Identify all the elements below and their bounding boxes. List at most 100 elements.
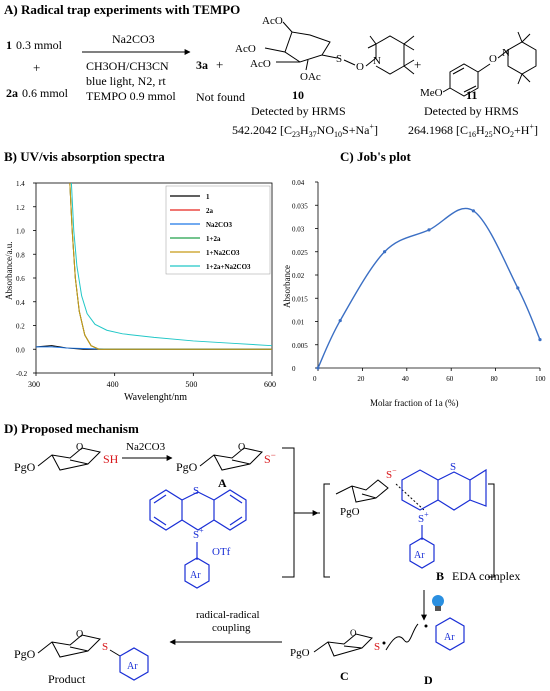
job-data-point: [316, 366, 320, 370]
product-3a: 3a: [196, 58, 208, 72]
svg-text:PgO: PgO: [176, 460, 198, 474]
job-x-tick-label: 80: [491, 375, 499, 383]
svg-text:PgO: PgO: [290, 647, 310, 659]
label-B: B: [436, 569, 444, 583]
uv-legend-label: 1+2a+Na2CO3: [206, 263, 251, 271]
thiolate-A: PgO O S−: [176, 442, 276, 474]
thiyl-radical-C: PgO O S: [290, 623, 419, 659]
svg-text:Ar: Ar: [190, 570, 201, 581]
uv-legend-label: 1+Na2CO3: [206, 249, 240, 257]
compound-10-hrms: 542.2042 [C23H37NO10S+Na+]: [232, 122, 378, 139]
job-y-axis-label: Absorbance: [282, 265, 292, 308]
section-b-title: B) UV/vis absorption spectra: [4, 149, 165, 164]
svg-text:S: S: [450, 461, 456, 473]
svg-text:S: S: [193, 485, 199, 497]
aryl-radical-D: Ar: [424, 617, 465, 651]
jobs-plot-chart: 0 0.005 0.01 0.015 0.02 0.025 0.03 0.035 0.04 0 20…: [292, 179, 546, 383]
svg-text:O: O: [76, 442, 83, 453]
uv-legend-label: 1: [206, 193, 210, 201]
job-y-tick-label: 0.02: [292, 272, 305, 280]
svg-text:PgO: PgO: [340, 506, 360, 518]
uv-y-tick-label: 1.2: [16, 204, 25, 212]
job-data-point: [338, 318, 342, 323]
svg-text:S: S: [102, 641, 108, 653]
svg-text:O: O: [350, 628, 357, 638]
job-data-point: [538, 338, 542, 342]
thianthrenium-salt: S S+ OTf Ar: [149, 485, 247, 589]
svg-text:PgO: PgO: [14, 460, 36, 474]
svg-text:Ar: Ar: [127, 661, 138, 672]
compound-10-structure: AcO AcO AcO OAc S O N: [235, 15, 415, 83]
job-x-tick-label: 60: [446, 375, 454, 383]
uv-x-axis-label: Wavelenght/nm: [124, 392, 187, 403]
section-d-title: D) Proposed mechanism: [4, 421, 139, 436]
eda-complex-label: EDA complex: [452, 569, 520, 583]
svg-text:O: O: [356, 61, 364, 73]
uv-series-line: [69, 182, 272, 350]
job-x-axis-label: Molar fraction of 1a (%): [370, 398, 458, 408]
uv-x-tick-label: 300: [28, 380, 40, 389]
job-y-tick-label: 0.03: [292, 226, 305, 234]
svg-text:O: O: [76, 629, 83, 640]
thiol-sugar: PgO O SH: [14, 442, 119, 474]
svg-text:O: O: [489, 53, 497, 65]
job-y-tick-label: 0.01: [292, 319, 305, 327]
eda-complex-B: PgO S− S S+ Ar: [335, 461, 487, 569]
label-A: A: [218, 476, 227, 490]
uv-legend: [165, 185, 271, 275]
svg-text:Ar: Ar: [444, 632, 455, 643]
svg-text:S+: S+: [193, 526, 204, 541]
job-y-tick-label: 0.04: [292, 179, 305, 187]
label-D: D: [424, 673, 433, 687]
section-a-title: A) Radical trap experiments with TEMPO: [4, 2, 240, 17]
job-y-tick-label: 0.005: [292, 342, 308, 350]
svg-text:S−: S−: [386, 466, 397, 481]
svg-text:PgO: PgO: [14, 647, 36, 661]
uv-x-tick-label: 400: [107, 380, 119, 389]
svg-text:AcO: AcO: [235, 43, 256, 55]
svg-text:S+: S+: [418, 510, 429, 525]
reagent-2a-number: 2a: [6, 86, 18, 100]
section-c-title: C) Job's plot: [340, 149, 411, 164]
condition-light: blue light, N2, rt: [86, 74, 166, 88]
job-data-point: [427, 228, 431, 232]
uv-y-tick-label: 0.0: [16, 346, 25, 354]
plus-sign-3: +: [414, 57, 421, 72]
uv-y-tick-label: 0.8: [16, 251, 25, 259]
reagent-1-number: 1: [6, 38, 12, 52]
job-x-tick-label: 100: [535, 375, 546, 383]
uv-series-line: [35, 345, 272, 350]
uv-y-tick-label: -0.2: [16, 370, 28, 378]
job-x-tick-label: 0: [313, 375, 317, 383]
uv-vis-chart: 300 400 500 600 -0.2 0.0 0.2 0.4 0.6 0.8 1.0 1.2 1.4…: [16, 180, 276, 389]
svg-text:Ar: Ar: [414, 550, 425, 561]
job-x-tick-label: 40: [402, 375, 410, 383]
plus-sign-2: +: [216, 57, 223, 72]
svg-text:N: N: [373, 55, 381, 67]
reagent-2a-amount: 0.6 mmol: [22, 86, 69, 100]
job-x-tick-label: 20: [357, 375, 365, 383]
uv-y-tick-label: 1.4: [16, 180, 25, 188]
not-found-text: Not found: [196, 90, 245, 104]
compound-10-detect: Detected by HRMS: [251, 104, 346, 118]
svg-text:OAc: OAc: [300, 71, 321, 83]
coupling-label-1: radical-radical: [196, 609, 260, 621]
job-series-line: [317, 207, 541, 369]
label-C: C: [340, 669, 349, 683]
uv-y-tick-label: 0.4: [16, 299, 25, 307]
svg-text:S: S: [374, 641, 380, 653]
arrow-reagent: Na2CO3: [112, 32, 155, 46]
condition-solvent: CH3OH/CH3CN: [86, 59, 169, 73]
product-label: Product: [48, 672, 86, 686]
uv-series-line: [70, 182, 273, 347]
uv-y-tick-label: 1.0: [16, 228, 25, 236]
condition-tempo: TEMPO 0.9 mmol: [86, 89, 176, 103]
mech-base: Na2CO3: [126, 441, 166, 453]
compound-11-detect: Detected by HRMS: [424, 104, 519, 118]
uv-x-tick-label: 500: [185, 380, 197, 389]
eda-brackets: [323, 483, 495, 578]
job-data-point: [471, 209, 475, 213]
plus-sign: +: [33, 60, 40, 75]
compound-10-label: 10: [292, 88, 304, 102]
svg-text:S−: S−: [264, 450, 276, 466]
